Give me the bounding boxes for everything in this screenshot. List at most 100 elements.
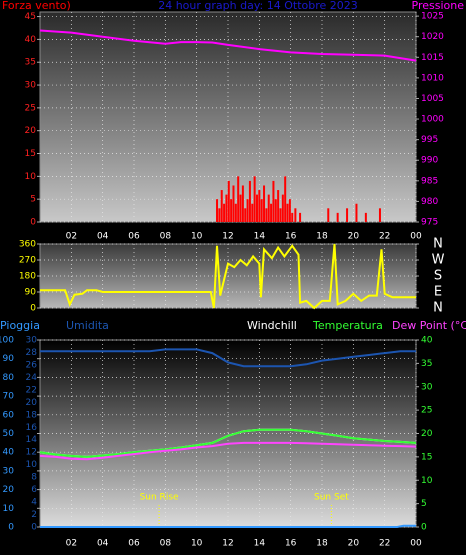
x-tick-label: 02 bbox=[66, 539, 77, 549]
y3-tick-label: 14 bbox=[26, 435, 38, 445]
bar bbox=[239, 194, 242, 222]
y-tick-label: 100 bbox=[0, 336, 14, 346]
x-tick-label: 10 bbox=[191, 539, 203, 549]
legend-label: Dew Point (°C) bbox=[392, 319, 466, 332]
series-line bbox=[40, 524, 416, 528]
y2-tick-label: 1025 bbox=[421, 12, 444, 22]
y-tick-label: 10 bbox=[25, 172, 37, 182]
bar bbox=[255, 194, 258, 222]
bar bbox=[232, 185, 235, 222]
y-tick-label: 0 bbox=[30, 304, 36, 314]
x-tick-label: 16 bbox=[285, 232, 297, 242]
y3-tick-label: 18 bbox=[26, 410, 38, 420]
bar bbox=[237, 176, 240, 222]
annotation: Sun Set bbox=[314, 493, 349, 503]
y2-tick-label: 5 bbox=[421, 499, 427, 509]
y-tick-label: 270 bbox=[19, 256, 36, 266]
y2-tick-label: 1010 bbox=[421, 73, 444, 83]
bar bbox=[346, 208, 349, 222]
y2-tick-label: S bbox=[434, 269, 442, 284]
y3-tick-label: 8 bbox=[31, 473, 37, 483]
y-tick-label: 70 bbox=[3, 392, 15, 402]
x-tick-label: 00 bbox=[410, 232, 422, 242]
y-tick-label: 30 bbox=[3, 466, 15, 476]
bar bbox=[251, 203, 254, 222]
bar bbox=[216, 199, 219, 222]
x-tick-label: 00 bbox=[410, 539, 422, 549]
y2-tick-label: 975 bbox=[421, 218, 438, 228]
bar bbox=[230, 199, 233, 222]
bar bbox=[248, 180, 251, 222]
bar bbox=[284, 176, 287, 222]
y2-tick-label: 10 bbox=[421, 476, 433, 486]
y-tick-label: 0 bbox=[8, 523, 14, 533]
legend-label: Umidita bbox=[66, 319, 109, 332]
annotation: Sun Rise bbox=[140, 493, 179, 503]
bar bbox=[220, 190, 223, 222]
bar bbox=[272, 180, 275, 222]
series-line bbox=[39, 29, 417, 62]
series-line bbox=[40, 348, 416, 368]
bar bbox=[286, 203, 289, 222]
y-tick-label: 180 bbox=[19, 272, 36, 282]
x-tick-label: 08 bbox=[160, 539, 172, 549]
x-tick-label: 20 bbox=[348, 232, 360, 242]
bar bbox=[265, 208, 268, 222]
y-tick-label: 20 bbox=[25, 126, 37, 136]
y2-tick-label: N bbox=[433, 237, 443, 252]
x-tick-label: 14 bbox=[254, 232, 266, 242]
series-line bbox=[40, 243, 416, 310]
y2-tick-label: 1020 bbox=[421, 32, 444, 42]
y3-tick-label: 16 bbox=[26, 423, 38, 433]
x-tick-label: 02 bbox=[66, 232, 77, 242]
x-tick-label: 08 bbox=[160, 232, 172, 242]
x-tick-label: 04 bbox=[97, 539, 109, 549]
y2-tick-label: 980 bbox=[421, 197, 438, 207]
y2-tick-label: 30 bbox=[421, 382, 433, 392]
bar bbox=[364, 212, 367, 222]
bar bbox=[263, 185, 266, 222]
x-tick-label: 04 bbox=[97, 232, 109, 242]
chart-title: 24 hour graph day: 14 Ottobre 2023 bbox=[158, 0, 358, 12]
x-tick-label: 16 bbox=[285, 539, 297, 549]
y2-tick-label: 40 bbox=[421, 336, 433, 346]
y2-tick-label: 995 bbox=[421, 135, 438, 145]
y3-tick-label: 6 bbox=[31, 485, 37, 495]
y-tick-label: 10 bbox=[3, 504, 15, 514]
y3-tick-label: 2 bbox=[31, 510, 37, 520]
bar bbox=[281, 194, 284, 222]
bar bbox=[267, 194, 270, 222]
x-tick-label: 12 bbox=[222, 232, 233, 242]
series-line bbox=[39, 428, 417, 458]
bar bbox=[378, 208, 381, 222]
bar bbox=[279, 208, 282, 222]
y-tick-label: 40 bbox=[25, 35, 37, 45]
y3-tick-label: 28 bbox=[26, 348, 38, 358]
x-tick-label: 06 bbox=[128, 539, 140, 549]
x-tick-label: 14 bbox=[254, 539, 266, 549]
y3-tick-label: 12 bbox=[26, 448, 37, 458]
bar bbox=[260, 199, 263, 222]
y-tick-label: 50 bbox=[3, 429, 15, 439]
x-tick-label: 18 bbox=[316, 539, 328, 549]
legend-label: Pressione bbox=[412, 0, 465, 12]
y2-tick-label: 1015 bbox=[421, 53, 444, 63]
y2-tick-label: 985 bbox=[421, 176, 438, 186]
y-tick-label: 80 bbox=[3, 373, 15, 383]
y3-tick-label: 4 bbox=[31, 498, 37, 508]
y3-tick-label: 26 bbox=[26, 360, 38, 370]
bar bbox=[355, 203, 358, 222]
y-tick-label: 60 bbox=[3, 410, 15, 420]
y-tick-label: 35 bbox=[25, 58, 36, 68]
x-tick-label: 18 bbox=[316, 232, 328, 242]
bar bbox=[234, 203, 237, 222]
bar bbox=[336, 212, 339, 222]
bar bbox=[288, 199, 291, 222]
bar bbox=[258, 190, 261, 222]
legend-label: Temperatura bbox=[312, 319, 383, 332]
y2-tick-label: 25 bbox=[421, 406, 432, 416]
y-tick-label: 30 bbox=[25, 81, 37, 91]
bar bbox=[299, 212, 302, 222]
y-tick-label: 20 bbox=[3, 485, 15, 495]
y2-tick-label: 15 bbox=[421, 452, 432, 462]
